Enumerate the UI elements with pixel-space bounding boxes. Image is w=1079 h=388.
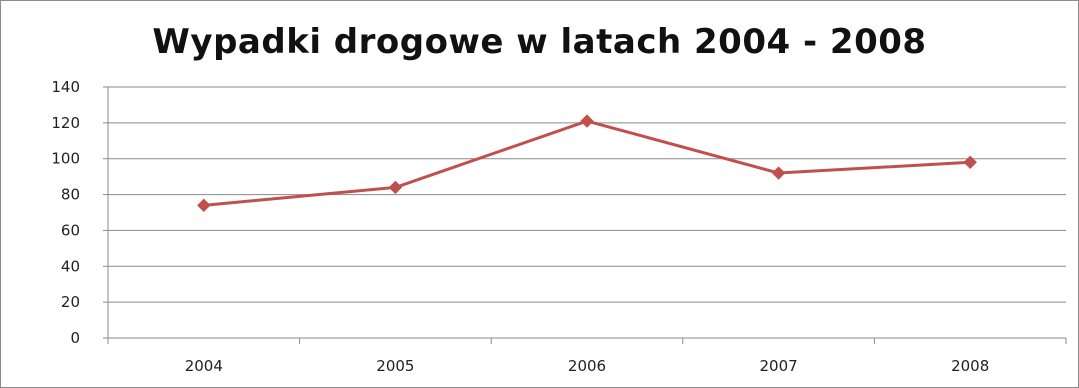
y-tick-label: 60 <box>61 221 80 239</box>
x-tick-label: 2008 <box>951 357 989 375</box>
y-tick-label: 120 <box>51 114 80 132</box>
data-series <box>197 114 977 213</box>
chart-title: Wypadki drogowe w latach 2004 - 2008 <box>152 22 927 62</box>
y-tick-label: 20 <box>61 293 80 311</box>
y-tick-label: 40 <box>61 257 80 275</box>
data-point <box>771 166 786 180</box>
series-line <box>203 119 971 207</box>
x-tick-label: 2007 <box>760 357 798 375</box>
y-tick-label: 80 <box>61 186 80 204</box>
x-axis-ticks: 2004 2005 2006 2007 2008 <box>185 357 990 375</box>
data-point <box>580 114 594 128</box>
data-point <box>388 180 403 195</box>
x-tick-label: 2006 <box>568 357 606 375</box>
axes <box>103 86 1067 344</box>
y-tick-label: 100 <box>51 150 80 168</box>
data-point <box>197 198 211 213</box>
y-tick-label: 140 <box>51 78 80 96</box>
x-tick-label: 2005 <box>376 357 414 375</box>
x-tick-label: 2004 <box>185 357 223 375</box>
data-point <box>963 155 977 170</box>
y-tick-label: 0 <box>70 329 80 347</box>
y-axis-ticks: 0 20 40 60 80 100 120 140 <box>51 78 80 347</box>
